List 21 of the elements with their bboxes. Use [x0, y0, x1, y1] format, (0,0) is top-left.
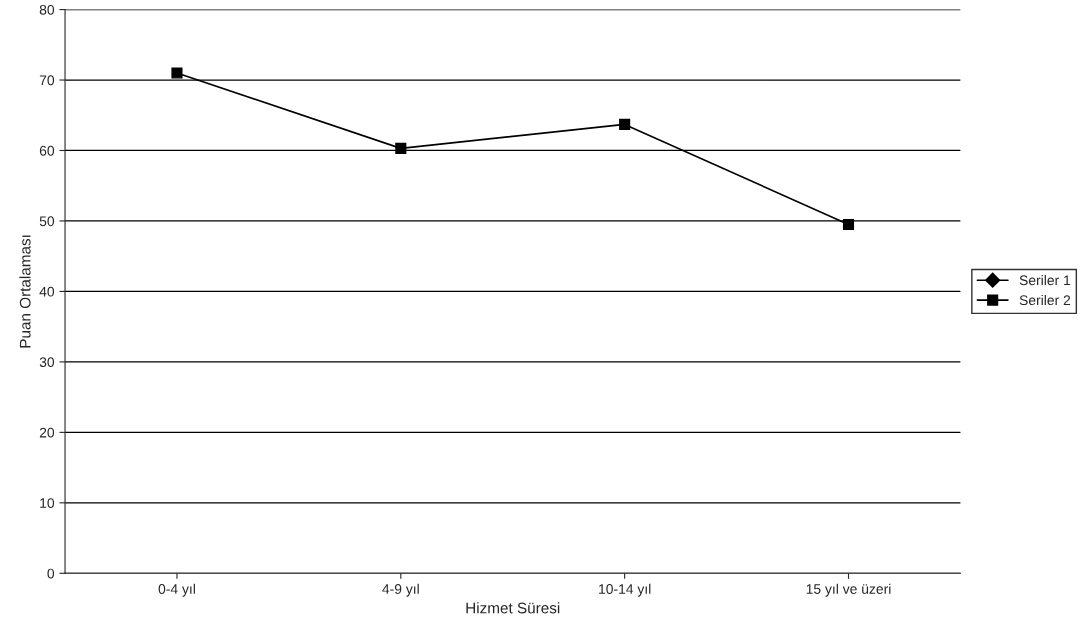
- point: [171, 67, 183, 79]
- y-tick-label: 50: [39, 216, 55, 227]
- point: [842, 218, 855, 231]
- y-tick-label: 0: [47, 568, 55, 579]
- y-tick-label: 10: [40, 498, 55, 508]
- y-tick-label: 60: [39, 145, 55, 156]
- y-tick-label: 80: [39, 4, 55, 15]
- y-tick-label: 30: [39, 357, 55, 368]
- y-axis-title: Puan Ortalaması: [19, 235, 31, 348]
- x-tick-label: 0-4 yıl: [158, 583, 195, 597]
- y-tick-label: 40: [39, 286, 55, 297]
- point: [395, 142, 407, 154]
- x-tick-label: 15 yıl ve üzeri: [806, 583, 891, 597]
- y-tick-label: 70: [39, 75, 55, 86]
- legend-label: Seriler 1: [1019, 275, 1071, 286]
- point: [619, 118, 631, 130]
- x-axis-title: Hizmet Süresi: [466, 602, 560, 614]
- x-tick-label: 10-14 yıl: [599, 583, 651, 597]
- x-tick-label: 4-9 yıl: [382, 583, 419, 597]
- y-tick-label: 20: [39, 427, 55, 438]
- legend-label: Seriler 2: [1019, 294, 1071, 306]
